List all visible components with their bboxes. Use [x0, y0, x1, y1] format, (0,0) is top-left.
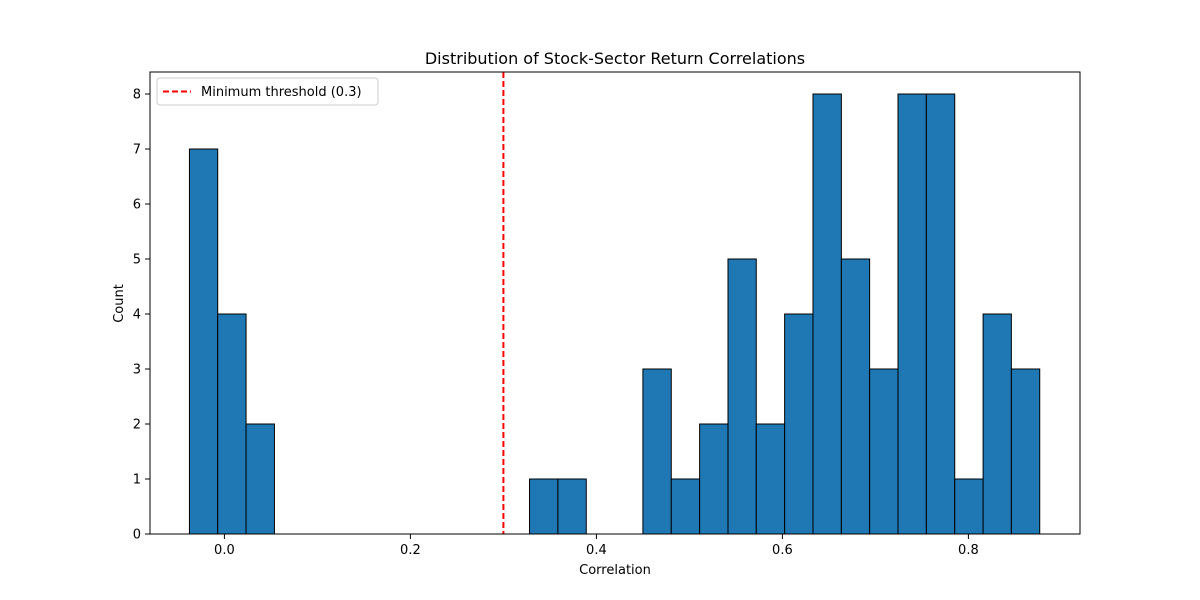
histogram-bar-19	[727, 258, 757, 535]
x-tick-label-0: 0.0	[214, 543, 235, 558]
legend-threshold-label: Minimum threshold (0.3)	[201, 85, 362, 100]
y-tick-label-3: 3	[133, 363, 141, 378]
histogram-bar-13	[557, 478, 587, 535]
y-tick-label-4: 4	[133, 308, 141, 323]
x-tick-label-3: 0.6	[772, 543, 793, 558]
legend-box	[156, 77, 379, 106]
histogram-bar-12	[529, 478, 559, 535]
x-tick-label-4: 0.8	[958, 543, 979, 558]
y-tick-label-0: 0	[133, 528, 141, 543]
histogram-bar-23	[840, 258, 871, 535]
y-tick-label-6: 6	[133, 198, 141, 213]
x-axis-ticks: 0.0 0.2 0.4 0.6 0.8	[214, 534, 979, 558]
histogram-bar-24	[869, 368, 899, 535]
chart-title: Distribution of Stock-Sector Return Corr…	[425, 49, 805, 68]
x-tick-label-1: 0.2	[400, 543, 421, 558]
y-tick-label-5: 5	[133, 253, 141, 268]
legend: Minimum threshold (0.3)	[156, 77, 379, 106]
histogram-bar-21	[784, 313, 814, 535]
histogram-bar-25	[897, 93, 927, 535]
x-tick-label-2: 0.4	[586, 543, 607, 558]
histogram-bar-1	[217, 313, 247, 535]
histogram-bar-20	[755, 423, 786, 535]
histogram-bar-26	[925, 93, 956, 535]
histogram-bar-0	[188, 148, 219, 535]
histogram-bar-29	[1010, 368, 1041, 535]
bars-layer	[188, 93, 1041, 535]
y-tick-label-8: 8	[133, 88, 141, 103]
histogram-bar-28	[982, 313, 1012, 535]
histogram-bar-2	[245, 423, 275, 535]
x-axis-label: Correlation	[579, 563, 651, 578]
histogram-bar-17	[670, 478, 701, 535]
y-tick-label-2: 2	[133, 418, 141, 433]
histogram-bar-16	[642, 368, 672, 535]
plot-frame	[149, 71, 1081, 535]
y-axis-ticks: 0 1 2 3 4 5 6 7 8	[133, 88, 150, 543]
histogram-bar-18	[699, 423, 729, 535]
histogram-bar-22	[812, 93, 842, 535]
y-axis-label: Count	[112, 284, 127, 323]
histogram-bar-27	[954, 478, 984, 535]
y-tick-label-7: 7	[133, 143, 141, 158]
y-tick-label-1: 1	[133, 473, 141, 488]
